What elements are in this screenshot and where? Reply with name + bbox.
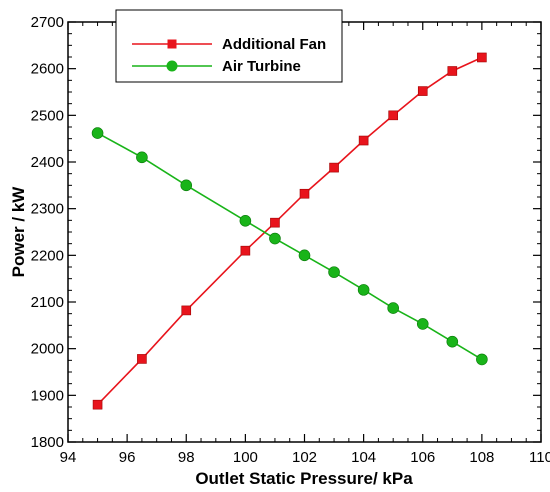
legend-swatch-marker <box>166 60 178 72</box>
additional-fan-point <box>477 52 487 63</box>
x-tick-label: 94 <box>60 449 77 466</box>
additional-fan-point <box>299 188 310 199</box>
additional-fan-point <box>447 66 458 76</box>
series-air-turbine <box>91 127 488 366</box>
air-turbine-point <box>239 215 252 227</box>
additional-fan-point <box>358 135 369 146</box>
legend-box <box>115 9 343 83</box>
legend: Additional Fan Air Turbine <box>115 9 343 83</box>
additional-fan-point <box>388 110 398 121</box>
x-tick-label: 108 <box>469 449 494 466</box>
y-tick-label: 2700 <box>31 14 64 31</box>
air-turbine-point <box>136 151 148 164</box>
y-tick-label: 2500 <box>31 107 64 124</box>
y-tick-label: 2300 <box>31 201 64 218</box>
x-axis-title: Outlet Static Pressure/ kPa <box>195 469 413 488</box>
legend-label: Additional Fan <box>222 36 326 53</box>
legend-item-air-turbine: Air Turbine <box>132 58 301 75</box>
y-tick-label: 2200 <box>31 247 64 264</box>
y-tick-label: 2100 <box>31 294 64 311</box>
axis-ticks <box>67 21 542 443</box>
y-tick-label: 2400 <box>31 154 64 171</box>
air-turbine-point <box>298 249 311 262</box>
series-additional-fan <box>92 52 487 410</box>
legend-items: Additional Fan Air Turbine <box>132 36 326 75</box>
additional-fan-line <box>96 56 483 406</box>
air-turbine-point <box>91 127 104 139</box>
air-turbine-point <box>387 302 399 314</box>
x-tick-label: 98 <box>178 449 195 466</box>
y-tick-label: 2000 <box>31 341 64 358</box>
additional-fan-point <box>92 399 103 410</box>
x-tick-label: 110 <box>529 449 550 466</box>
legend-label: Air Turbine <box>222 58 301 75</box>
air-turbine-point <box>357 284 370 296</box>
series-layer <box>91 52 488 410</box>
additional-fan-point <box>270 217 280 228</box>
y-axis-title: Power / kW <box>9 186 28 278</box>
additional-fan-point <box>329 162 339 173</box>
additional-fan-point <box>240 245 251 256</box>
additional-fan-point <box>137 354 147 364</box>
legend-swatch-marker <box>167 39 177 49</box>
air-turbine-point <box>269 232 281 245</box>
x-tick-label: 96 <box>119 449 136 466</box>
y-tick-label: 1900 <box>31 387 64 404</box>
air-turbine-point <box>416 318 429 330</box>
legend-item-additional-fan: Additional Fan <box>132 36 326 53</box>
air-turbine-point <box>328 266 340 278</box>
x-tick-label: 102 <box>292 449 317 466</box>
axis-tick-labels: 94 96 98 100 102 104 106 108 110 1800 1900 2000 2100… <box>31 14 550 466</box>
x-tick-label: 104 <box>351 449 376 466</box>
air-turbine-point <box>180 179 193 192</box>
additional-fan-point <box>417 86 428 96</box>
additional-fan-point <box>181 305 192 316</box>
y-tick-label: 2600 <box>31 61 64 78</box>
air-turbine-point <box>446 335 459 348</box>
y-tick-label: 1800 <box>31 434 64 451</box>
x-tick-label: 106 <box>410 449 435 466</box>
x-tick-label: 100 <box>233 449 258 466</box>
plot-frame <box>67 21 542 443</box>
air-turbine-point <box>476 353 488 366</box>
